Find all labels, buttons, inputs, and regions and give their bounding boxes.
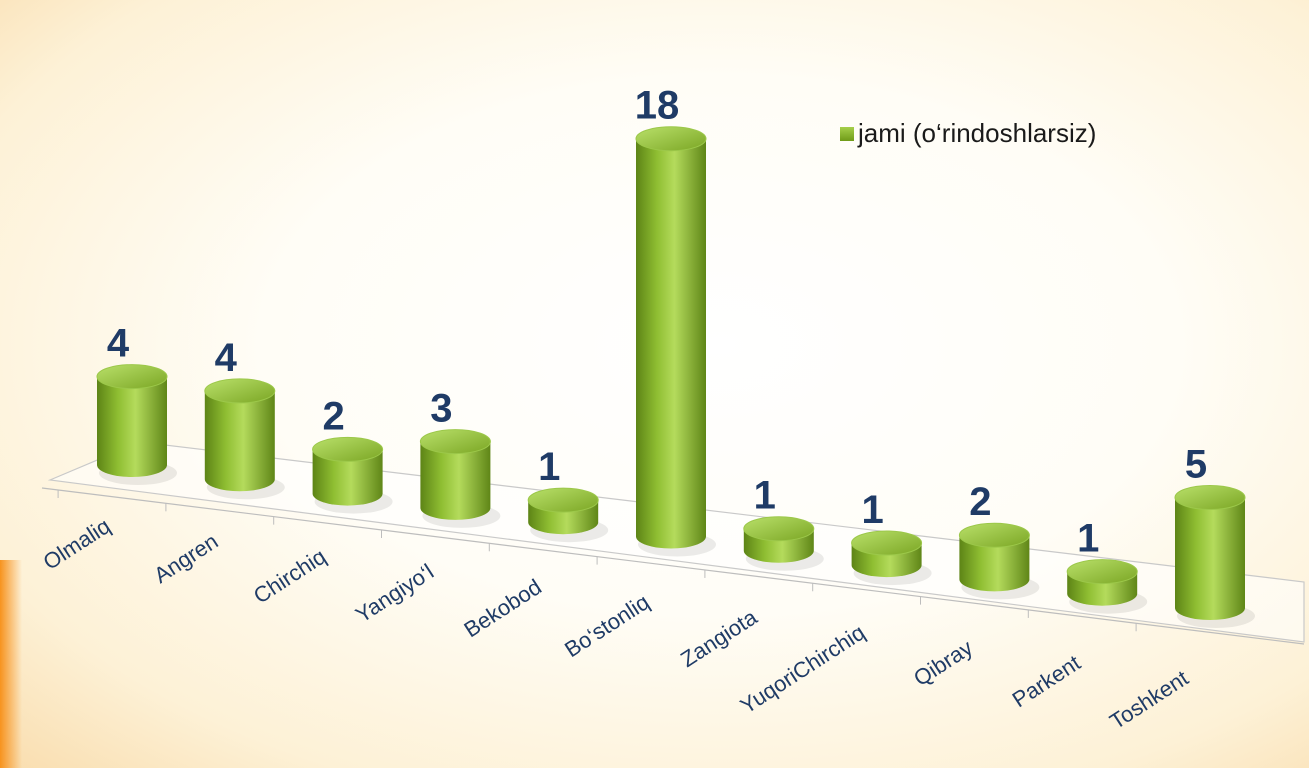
bar-3: [420, 441, 491, 520]
category-label-8: Qibray: [909, 635, 977, 691]
bar-top-6: [743, 516, 815, 542]
axis-ticks: [41, 487, 1305, 645]
value-labels-group: 4 4 2 3 1 18 1 1 2 1 5: [107, 84, 1207, 561]
value-label-4: 1: [538, 445, 560, 489]
value-label-0: 4: [107, 322, 130, 366]
category-label-10: Toshkent: [1105, 665, 1192, 734]
value-label-1: 4: [215, 336, 238, 380]
value-label-9: 1: [1077, 517, 1099, 561]
category-label-5: Bo‘stonliq: [560, 589, 654, 662]
category-label-2: Chirchiq: [249, 544, 330, 609]
x-axis-line: [41, 487, 1305, 645]
bars-group: [96, 126, 1255, 628]
bar-top-10: [1174, 485, 1246, 510]
bar-top-4: [527, 487, 599, 513]
value-label-6: 1: [754, 474, 776, 518]
value-label-3: 3: [430, 387, 452, 431]
bar-top-2: [312, 436, 384, 462]
bar-10: [1175, 497, 1245, 620]
legend-label: jami (o‘rindoshlarsiz): [858, 118, 1097, 148]
bar-top-0: [96, 364, 168, 390]
bar-1: [204, 390, 275, 492]
bar-0: [97, 376, 167, 477]
category-label-9: Parkent: [1008, 650, 1085, 712]
legend: jami (o‘rindoshlarsiz): [840, 118, 1096, 149]
bar-top-1: [204, 378, 276, 404]
bar-2: [312, 449, 383, 506]
bar-8: [959, 535, 1030, 592]
bar-top-7: [851, 530, 923, 556]
category-label-7: YuqoriChirchiq: [736, 620, 870, 719]
category-label-3: Yangiyo‘l: [351, 559, 438, 628]
category-label-4: Bekobod: [459, 574, 545, 642]
value-label-8: 2: [969, 480, 991, 524]
bar-top-3: [419, 429, 491, 455]
value-label-5: 18: [635, 84, 680, 128]
bar-top-9: [1066, 559, 1138, 585]
category-label-6: Zangiota: [676, 604, 762, 672]
bar-top-8: [958, 522, 1030, 548]
category-label-0: Olmaliq: [39, 513, 115, 575]
category-label-1: Angren: [149, 528, 222, 588]
bar-top-5: [635, 126, 707, 152]
bar-5: [636, 138, 706, 549]
value-label-10: 5: [1185, 443, 1207, 487]
legend-swatch: [840, 126, 854, 141]
value-label-7: 1: [861, 488, 883, 532]
value-label-2: 2: [322, 394, 344, 438]
